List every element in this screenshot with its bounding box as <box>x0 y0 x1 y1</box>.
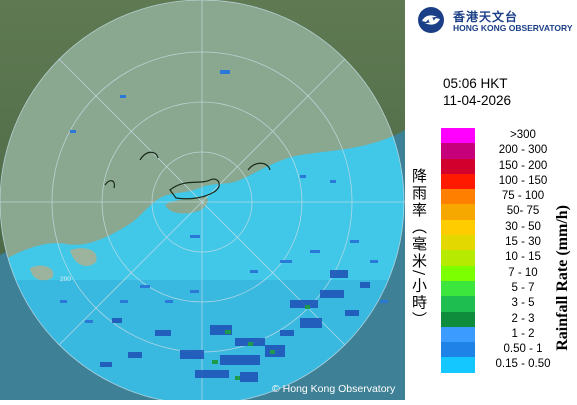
hko-logo-icon <box>418 7 444 33</box>
legend-swatch <box>441 342 475 358</box>
legend-swatch <box>441 158 475 174</box>
island-west <box>70 248 97 266</box>
spoke-ne-sw <box>58 58 346 346</box>
copyright-text: © Hong Kong Observatory <box>272 383 396 395</box>
legend-title-chinese: 降雨率（毫米/小時） <box>410 168 428 329</box>
legend-swatch <box>441 143 475 159</box>
legend-color-scale <box>441 128 475 373</box>
legend-title-english: Rainfall Rate (mm/h) <box>554 205 571 351</box>
land-in-range <box>0 0 404 262</box>
legend-label: 0.50 - 1 <box>503 343 543 356</box>
legend-label: 75 - 100 <box>501 190 545 203</box>
range-spokes <box>0 0 405 400</box>
legend-label: 3 - 5 <box>511 297 535 310</box>
legend-swatch <box>441 296 475 312</box>
legend-label: 100 - 150 <box>498 174 548 187</box>
radar-map: 200 © Hong Kong Observatory <box>0 0 405 405</box>
legend-swatch <box>441 219 475 236</box>
legend-label: 200 - 300 <box>498 144 548 157</box>
legend-label: 30 - 50 <box>505 220 541 233</box>
echo-scatter <box>60 70 388 323</box>
legend-swatch <box>441 173 475 190</box>
legend-label: 7 - 10 <box>508 266 538 279</box>
legend-label: 15 - 30 <box>505 236 541 249</box>
logo-chinese-text: 香港天文台 <box>453 10 519 24</box>
legend-label: 150 - 200 <box>498 159 548 172</box>
legend-swatch <box>441 357 475 373</box>
logo-english-text: HONG KONG OBSERVATORY <box>453 23 573 33</box>
range-ring-label: 200 <box>60 276 71 283</box>
legend-label: 2 - 3 <box>511 312 535 325</box>
radar-time: 05:06 HKT <box>443 76 508 91</box>
legend-swatch <box>441 204 475 220</box>
coastline-hk <box>104 151 271 200</box>
legend-label: 50- 75 <box>506 205 540 218</box>
legend-swatch <box>441 235 475 251</box>
legend-swatch <box>441 250 475 266</box>
legend-swatch <box>441 326 475 343</box>
radar-date: 11-04-2026 <box>443 93 512 108</box>
legend-labels: >300 200 - 300 150 - 200 100 - 150 75 - 100 5… <box>469 128 577 373</box>
echo-cluster-green <box>212 305 310 380</box>
legend-panel: 香港天文台 HONG KONG OBSERVATORY 05:06 HKT 11… <box>405 0 577 400</box>
rain-echoes <box>60 70 388 382</box>
legend-label: 10 - 15 <box>505 251 541 264</box>
radar-map-svg: 200 <box>0 0 405 405</box>
island-lantau <box>165 196 208 214</box>
legend-swatch <box>441 128 475 144</box>
legend-swatch <box>441 189 475 205</box>
legend-label: 5 - 7 <box>511 281 535 294</box>
legend-label: >300 <box>510 129 536 141</box>
legend-label: 0.15 - 0.50 <box>495 358 551 371</box>
legend-swatch <box>441 311 475 327</box>
legend-swatch <box>441 280 475 297</box>
island-far-west <box>30 265 54 281</box>
legend-swatch <box>441 265 475 281</box>
legend-label: 1 - 2 <box>511 327 535 340</box>
